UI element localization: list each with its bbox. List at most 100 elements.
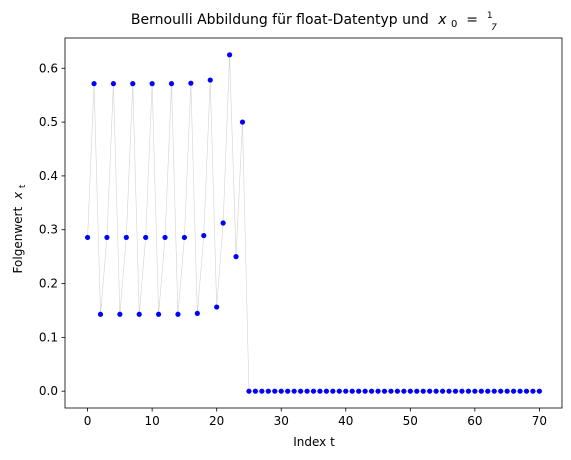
data-point xyxy=(214,304,220,310)
data-point xyxy=(143,234,149,241)
data-point xyxy=(381,388,388,394)
data-point xyxy=(498,388,504,394)
data-point xyxy=(401,388,407,394)
data-point xyxy=(485,388,491,394)
data-point xyxy=(459,388,465,394)
data-point xyxy=(117,311,123,317)
title-math-sub: 0 xyxy=(451,19,457,30)
data-point xyxy=(91,81,97,87)
x-tick-label: 30 xyxy=(274,414,289,428)
data-point xyxy=(110,81,117,87)
data-point xyxy=(259,388,265,394)
data-point xyxy=(465,388,472,394)
data-point xyxy=(510,388,517,394)
data-point xyxy=(427,388,433,394)
data-point xyxy=(239,119,246,125)
title-math-var: x xyxy=(437,12,447,28)
data-point xyxy=(356,388,362,394)
y-axis-label-text: Folgenwert xyxy=(11,207,25,274)
data-point xyxy=(162,234,168,241)
data-point xyxy=(330,388,336,394)
title-math-num: 1 xyxy=(487,11,493,21)
data-point xyxy=(472,388,478,394)
data-point xyxy=(123,234,129,241)
y-tick-label: 0.3 xyxy=(39,223,58,237)
data-point xyxy=(155,311,162,317)
data-point xyxy=(491,388,497,394)
data-point xyxy=(181,234,188,241)
data-point xyxy=(336,388,342,394)
data-point xyxy=(194,310,200,317)
x-tick-label: 10 xyxy=(144,414,159,428)
y-tick-label: 0.6 xyxy=(39,61,58,75)
y-axis-label-var: x xyxy=(11,191,25,200)
data-point xyxy=(265,388,271,394)
data-point xyxy=(149,81,155,87)
data-point xyxy=(536,388,543,394)
data-point xyxy=(97,311,104,317)
x-tick-label: 20 xyxy=(209,414,224,428)
plot-area: 0 10 20 30 40 50 60 70 0.0 0.1 0.2 0.3 0.4 0.5 0.6 xyxy=(39,37,563,428)
data-point xyxy=(439,388,446,394)
data-point xyxy=(375,388,381,394)
y-axis-label-sub: t xyxy=(18,184,28,188)
y-axis-label: Folgenwert x t xyxy=(11,184,28,273)
data-point xyxy=(233,254,239,260)
data-point xyxy=(504,388,510,394)
y-tick-label: 0.4 xyxy=(39,169,58,183)
data-point xyxy=(517,388,523,394)
data-point xyxy=(104,234,110,241)
y-tick-label: 0.2 xyxy=(39,277,58,291)
data-point xyxy=(349,388,355,394)
x-tick-label: 50 xyxy=(403,414,418,428)
data-point xyxy=(362,388,368,394)
data-point xyxy=(394,388,401,394)
title-text: Bernoulli Abbildung für float-Datentyp u… xyxy=(131,12,429,28)
chart-title: Bernoulli Abbildung für float-Datentyp u… xyxy=(131,6,497,33)
y-tick-label: 0.1 xyxy=(39,330,58,344)
data-point xyxy=(136,311,142,317)
axes-frame xyxy=(64,37,563,409)
data-point xyxy=(291,388,297,394)
data-point xyxy=(446,388,452,394)
data-point xyxy=(343,388,349,394)
data-point xyxy=(433,388,439,394)
data-point xyxy=(388,388,394,394)
data-point xyxy=(130,81,136,87)
data-point xyxy=(84,234,91,241)
data-point xyxy=(420,388,426,394)
data-point xyxy=(226,52,233,58)
data-point xyxy=(278,388,284,394)
data-point xyxy=(272,388,278,394)
data-point xyxy=(304,388,310,394)
data-point xyxy=(188,80,194,86)
x-axis-label: Index t xyxy=(293,435,335,449)
data-point xyxy=(452,388,459,394)
title-math-den: 7 xyxy=(491,23,497,33)
data-point xyxy=(414,388,420,394)
data-point xyxy=(175,311,181,317)
data-point xyxy=(220,220,226,226)
data-point xyxy=(252,388,259,394)
data-point xyxy=(323,388,330,394)
x-tick-label: 70 xyxy=(532,414,547,428)
data-point xyxy=(168,81,175,87)
data-point xyxy=(201,232,207,239)
data-point xyxy=(246,388,252,394)
data-point xyxy=(285,388,291,394)
x-tick-label: 40 xyxy=(338,414,353,428)
x-tick-label: 0 xyxy=(84,414,92,428)
y-tick-label: 0.0 xyxy=(39,384,58,398)
data-point xyxy=(530,388,536,394)
data-point xyxy=(523,388,530,394)
y-tick-label: 0.5 xyxy=(39,115,58,129)
data-point xyxy=(207,77,213,83)
title-math-eq: = xyxy=(462,12,483,28)
data-point xyxy=(297,388,304,394)
data-point xyxy=(310,388,317,394)
data-point xyxy=(317,388,323,394)
data-point xyxy=(368,388,375,394)
data-point xyxy=(407,388,413,394)
